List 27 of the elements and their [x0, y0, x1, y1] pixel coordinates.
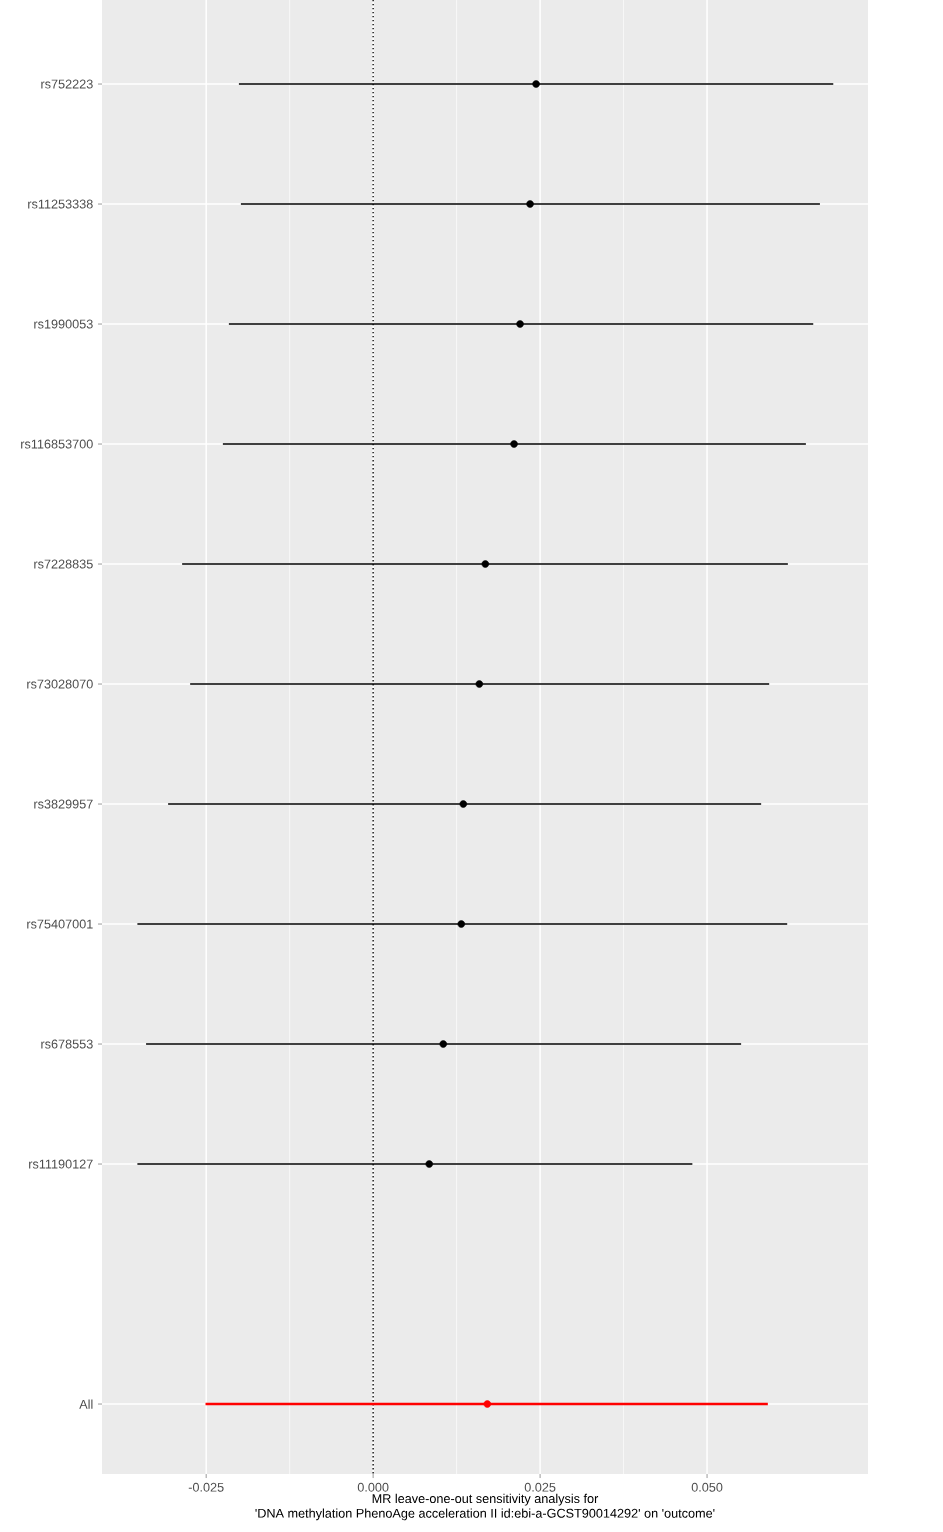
- x-tick-label: 0.050: [691, 1482, 723, 1492]
- point: [483, 1400, 492, 1408]
- y-tick-label: rs73028070: [27, 679, 93, 689]
- x-tick-label: -0.025: [188, 1482, 224, 1492]
- y-tick-label: rs11190127: [29, 1159, 93, 1169]
- y-tick-label: rs7228835: [34, 559, 93, 569]
- point: [532, 80, 540, 88]
- point: [510, 440, 518, 448]
- point: [526, 200, 534, 208]
- point: [425, 1160, 433, 1168]
- point: [459, 800, 468, 808]
- point: [481, 560, 490, 568]
- y-tick-label: rs678553: [41, 1039, 93, 1049]
- y-tick-label: rs3829957: [34, 799, 93, 809]
- point: [516, 320, 524, 328]
- x-tick-label: 0.025: [524, 1482, 556, 1492]
- y-tick-label: rs75407001: [27, 919, 93, 929]
- y-tick-label: rs752223: [41, 79, 93, 89]
- point: [475, 680, 484, 688]
- y-tick-label: rs11253338: [28, 199, 93, 209]
- point: [457, 920, 466, 928]
- y-tick-label: rs116853700: [21, 439, 93, 449]
- y-tick-label: All: [79, 1399, 93, 1409]
- y-tick-label: rs1990053: [34, 319, 93, 329]
- point: [439, 1040, 447, 1048]
- x-tick-label: 0.000: [357, 1482, 389, 1492]
- x-axis-title: MR leave-one-out sensitivity analysis for 'DNA methylation PhenoAge acceleration II id:ebi-a-GCST90014292' on 'outcome': [255, 1493, 715, 1521]
